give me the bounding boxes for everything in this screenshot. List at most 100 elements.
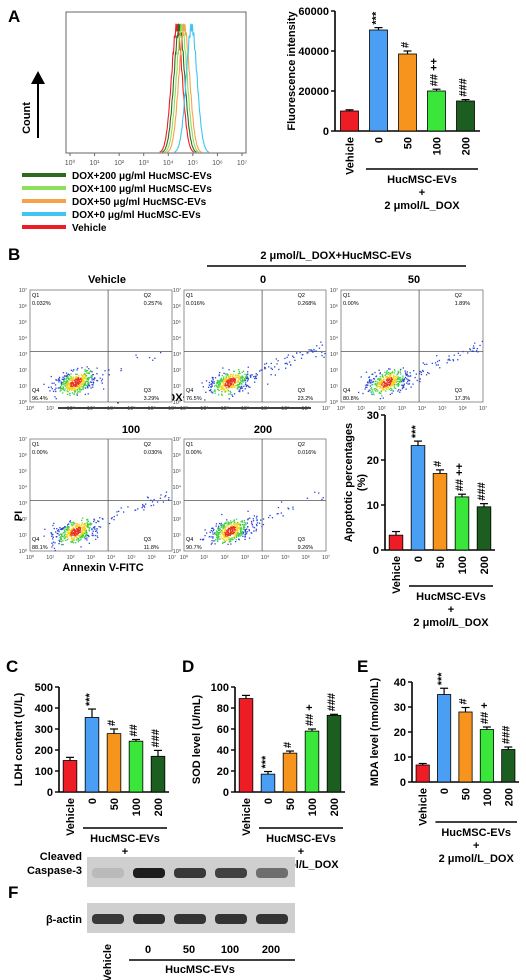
event-dot — [397, 378, 399, 380]
event-dot — [244, 378, 247, 380]
event-dot — [224, 381, 226, 383]
event-dot — [439, 367, 441, 369]
event-dot — [102, 518, 104, 520]
y-tick-label: 10 — [367, 500, 379, 512]
event-dot — [73, 387, 75, 389]
event-dot — [67, 538, 69, 540]
event-dot — [59, 387, 61, 389]
q3-name: Q3 — [298, 537, 305, 543]
event-dot — [237, 383, 239, 386]
event-dot — [371, 388, 373, 391]
event-dot — [222, 367, 224, 369]
q4-name: Q4 — [32, 537, 39, 543]
event-dot — [387, 378, 389, 380]
event-dot — [232, 532, 234, 534]
event-dot — [69, 384, 72, 386]
event-dot — [259, 370, 261, 372]
event-dot — [238, 533, 240, 535]
significance-mark: ## — [128, 724, 140, 736]
event-dot — [220, 393, 223, 395]
event-dot — [230, 380, 232, 382]
event-dot — [75, 524, 77, 527]
group-label: HucMSC-EVs — [90, 833, 160, 845]
event-dot — [96, 373, 98, 375]
event-dot — [229, 383, 231, 385]
event-dot — [372, 390, 374, 392]
event-dot — [472, 345, 475, 347]
significance-mark: ## + — [304, 704, 316, 726]
event-dot — [231, 537, 234, 539]
event-dot — [213, 532, 216, 534]
y-tick-label: 10⁶ — [19, 303, 27, 310]
event-dot — [74, 532, 76, 535]
event-dot — [54, 396, 56, 398]
event-dot — [84, 370, 86, 372]
event-dot — [66, 390, 68, 392]
event-dot — [386, 380, 388, 382]
event-dot — [142, 503, 144, 506]
event-dot — [95, 538, 97, 540]
event-dot — [228, 376, 230, 378]
event-dot — [222, 534, 225, 536]
event-dot — [235, 530, 237, 532]
event-dot — [66, 536, 68, 539]
event-dot — [87, 372, 89, 375]
event-dot — [225, 523, 227, 525]
event-dot — [244, 536, 246, 538]
event-dot — [382, 386, 385, 388]
event-dot — [88, 378, 90, 380]
event-dot — [75, 523, 78, 525]
x-tick-label: 10² — [114, 160, 125, 167]
event-dot — [386, 379, 388, 381]
event-dot — [79, 387, 81, 389]
event-dot — [215, 539, 217, 541]
event-dot — [215, 384, 217, 386]
event-dot — [99, 517, 101, 519]
event-dot — [380, 392, 382, 395]
histogram-curve-dose200_hist — [161, 23, 197, 153]
event-dot — [398, 377, 400, 380]
legend-label: DOX+200 μg/ml HucMSC-EVs — [72, 171, 212, 182]
event-dot — [206, 532, 208, 534]
event-dot — [381, 374, 383, 376]
event-dot — [87, 383, 90, 385]
event-dot — [225, 532, 227, 534]
event-dot — [234, 526, 236, 529]
event-dot — [227, 528, 229, 531]
event-dot — [376, 388, 378, 390]
q4-value: 76.5% — [186, 396, 202, 402]
event-dot — [233, 393, 236, 395]
blot-band — [174, 914, 206, 924]
event-dot — [391, 372, 393, 374]
event-dot — [396, 376, 398, 378]
group-plus: + — [122, 846, 128, 858]
event-dot — [96, 535, 98, 537]
event-dot — [96, 379, 98, 382]
event-dot — [393, 380, 395, 382]
event-dot — [388, 388, 390, 390]
event-dot — [437, 364, 439, 366]
event-dot — [241, 530, 243, 533]
event-dot — [228, 369, 230, 371]
event-dot — [222, 533, 224, 536]
event-dot — [285, 367, 287, 369]
event-dot — [239, 388, 242, 390]
event-dot — [75, 376, 77, 378]
event-dot — [127, 506, 129, 508]
event-dot — [212, 536, 214, 538]
event-dot — [50, 375, 52, 378]
event-dot — [391, 378, 393, 380]
event-dot — [75, 526, 77, 528]
event-dot — [323, 356, 325, 358]
y-tick-label: 0 — [323, 126, 329, 138]
y-tick-label: 10⁵ — [330, 319, 338, 326]
x-tick-label: 10⁶ — [302, 405, 310, 412]
event-dot — [228, 539, 230, 541]
event-dot — [62, 536, 64, 538]
event-dot — [217, 536, 219, 538]
event-dot — [394, 370, 396, 372]
event-dot — [374, 371, 376, 374]
event-dot — [218, 538, 220, 540]
event-dot — [227, 522, 229, 524]
event-dot — [246, 522, 248, 524]
